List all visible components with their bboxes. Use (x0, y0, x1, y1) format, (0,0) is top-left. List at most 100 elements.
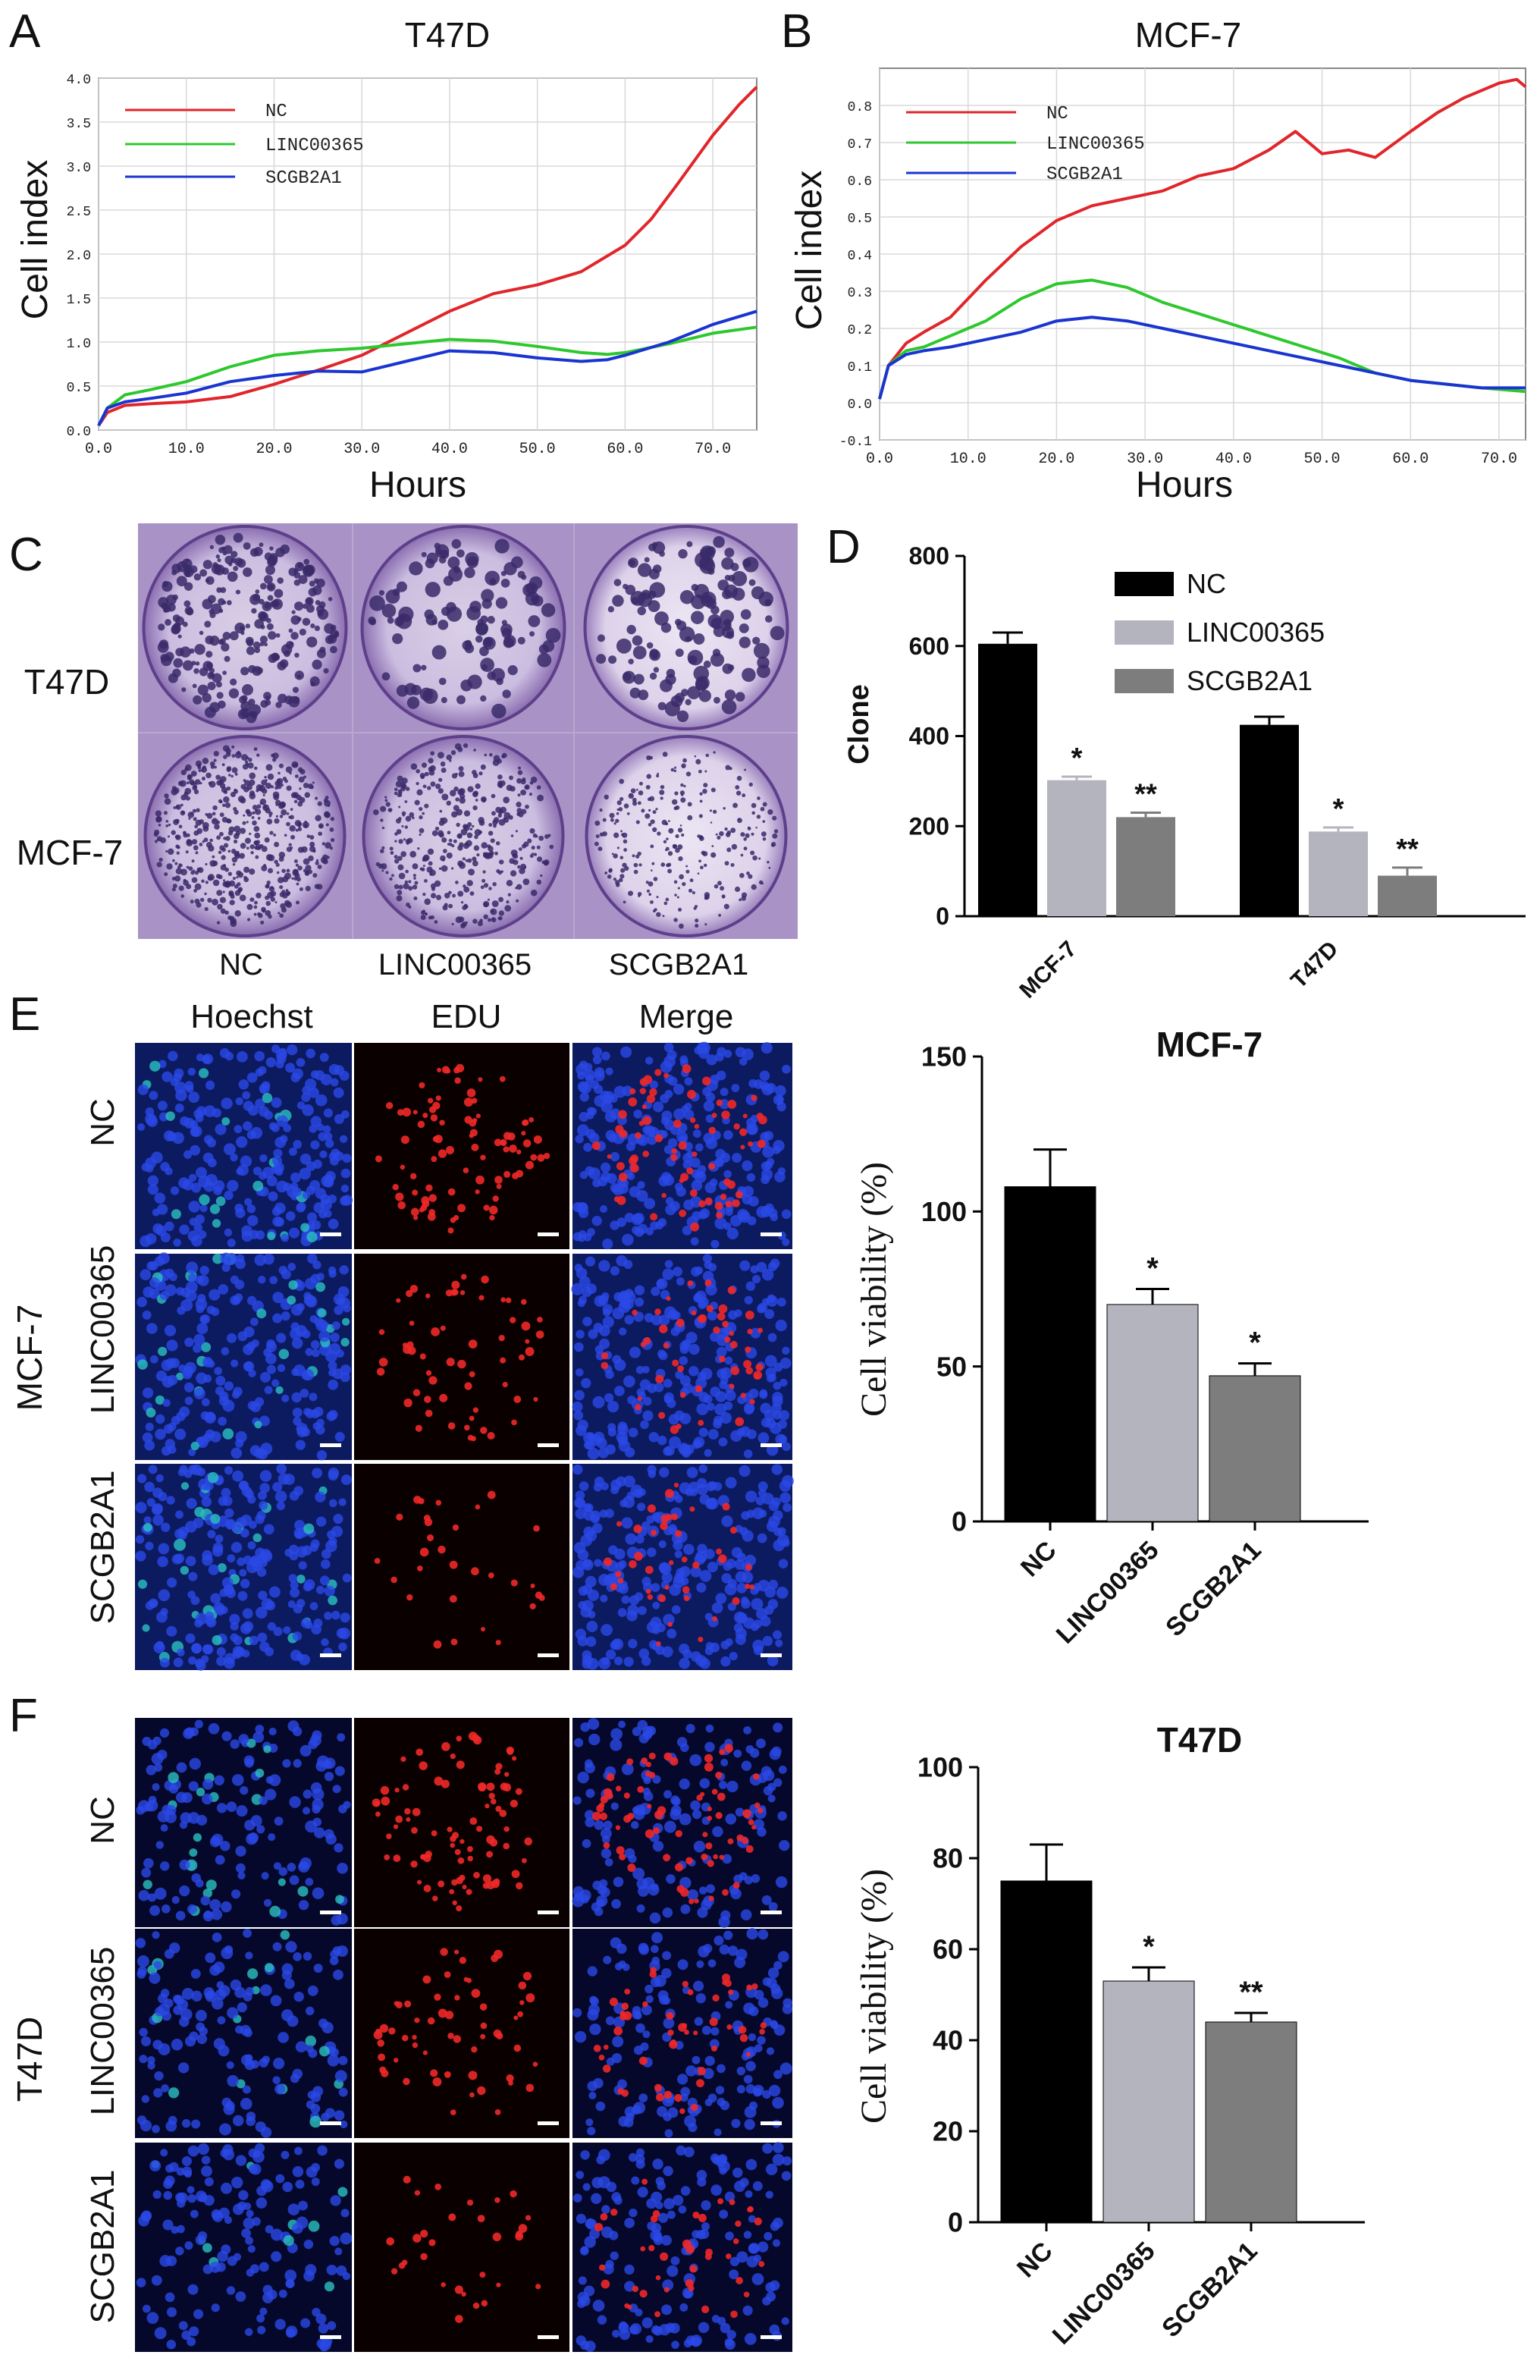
colony (700, 835, 703, 838)
nucleus (186, 1261, 199, 1274)
colony (155, 810, 162, 817)
colony (429, 872, 433, 876)
colony (681, 833, 685, 837)
colony (202, 757, 209, 765)
colony (732, 802, 739, 809)
edu-positive-nucleus (679, 1209, 687, 1217)
nucleus (338, 2055, 348, 2065)
nucleus (299, 1167, 312, 1180)
edu-positive-nucleus (626, 1758, 634, 1766)
panel-f-edu-images: T47D NC LINC00365 SCGB2A1 (10, 1718, 793, 2353)
nucleus (340, 1612, 350, 1623)
nucleus (328, 1152, 337, 1161)
nucleus (252, 1180, 264, 1192)
nucleus (757, 1304, 766, 1314)
nucleus (201, 2156, 211, 2165)
nucleus (215, 1375, 226, 1386)
nucleus (256, 1308, 267, 1319)
nucleus (740, 1909, 752, 1921)
chart-d-legend-swatch-linc (1115, 620, 1174, 645)
colony (209, 673, 215, 678)
plate-col-label-linc: LINC00365 (378, 948, 532, 981)
colony (707, 547, 713, 554)
nucleus (333, 1513, 343, 1524)
y-tick-label: -0.1 (839, 435, 872, 450)
nucleus (721, 1515, 733, 1528)
colony (516, 802, 522, 808)
nucleus (188, 1781, 199, 1791)
edu-positive-nucleus (402, 1107, 412, 1117)
nucleus (641, 1365, 650, 1374)
edu-positive-nucleus (400, 1164, 406, 1170)
edu-positive-nucleus (452, 1900, 457, 1906)
nucleus (585, 1074, 594, 1084)
edu-positive-nucleus (400, 1756, 406, 1763)
significance-label: * (1071, 743, 1083, 774)
panel-e-row-nc: NC (84, 1098, 121, 1147)
colony (226, 766, 232, 771)
colony (438, 619, 449, 630)
colony (191, 839, 198, 845)
colony (216, 835, 221, 840)
colony (463, 886, 470, 893)
nucleus (577, 1419, 588, 1431)
colony (205, 772, 212, 779)
colony (255, 855, 259, 859)
colony (412, 863, 419, 870)
nucleus (716, 1070, 726, 1081)
nucleus (217, 1563, 227, 1573)
colony (434, 880, 441, 887)
colony (751, 884, 757, 890)
colony (164, 798, 171, 805)
edu-positive-nucleus (420, 2253, 428, 2261)
colony (525, 591, 540, 606)
nucleus (230, 1739, 240, 1749)
edu-positive-nucleus (635, 1132, 641, 1139)
edu-positive-nucleus (496, 1183, 502, 1189)
nucleus (647, 2221, 657, 2231)
nucleus (256, 1510, 266, 1521)
edu-positive-nucleus (480, 2033, 486, 2039)
colony (233, 839, 238, 844)
nucleus (626, 1141, 635, 1151)
nucleus (682, 1153, 693, 1163)
nucleus (579, 1111, 589, 1122)
edu-positive-nucleus (745, 1311, 754, 1320)
colony (532, 833, 538, 838)
nucleus (254, 1050, 265, 1062)
colony (199, 819, 205, 824)
colony (317, 864, 322, 869)
colony (438, 832, 444, 838)
colony (314, 625, 321, 632)
colony (422, 812, 425, 815)
nucleus (191, 1990, 202, 2002)
scale-bar (761, 1911, 782, 1914)
colony (453, 805, 459, 812)
colony (456, 695, 466, 705)
nucleus (778, 1559, 789, 1568)
edu-positive-nucleus (533, 1396, 538, 1402)
colony (256, 892, 262, 899)
nucleus (679, 1412, 692, 1424)
nucleus (260, 1984, 272, 1996)
colony (467, 858, 472, 863)
colony (747, 827, 751, 830)
edu-positive-nucleus (447, 1227, 454, 1234)
nucleus (235, 1863, 246, 1873)
nucleus (660, 2234, 672, 2246)
nucleus (321, 1549, 331, 1559)
edu-positive-nucleus (513, 2044, 522, 2052)
edu-positive-nucleus (615, 1825, 621, 1830)
nucleus (210, 1593, 221, 1604)
plate-col-label-scgb: SCGB2A1 (609, 948, 749, 981)
edu-positive-nucleus (729, 1341, 738, 1349)
nucleus (329, 1956, 339, 1966)
colony (188, 817, 191, 820)
nucleus (272, 1216, 283, 1227)
nucleus (764, 2231, 773, 2241)
colony (381, 604, 397, 618)
edu-positive-nucleus (433, 1640, 442, 1649)
edu-positive-nucleus (724, 1744, 733, 1753)
nucleus (730, 1430, 742, 1442)
nucleus (290, 2074, 300, 2083)
